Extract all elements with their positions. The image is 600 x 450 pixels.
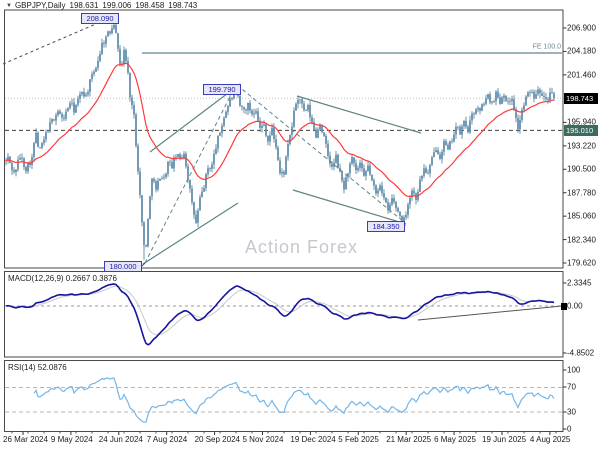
rsi-axis-label: 100 xyxy=(567,365,581,375)
price-axis-label: 185.060 xyxy=(567,211,596,221)
price-annotation-199[interactable]: 199.790 xyxy=(203,84,241,95)
price-axis-label: 193.220 xyxy=(567,141,596,151)
date-axis-label: 5 Feb 2025 xyxy=(338,435,379,444)
rsi-pane[interactable] xyxy=(4,360,564,432)
price-axis-label: 182.340 xyxy=(567,235,596,245)
candle-bodies xyxy=(5,24,555,247)
rsi-indicator-label: RSI(14) 52.0876 xyxy=(8,363,67,372)
date-axis-label: 9 May 2024 xyxy=(50,435,93,444)
ohlc-low: 198.458 xyxy=(135,1,165,10)
price-axis-label: 179.620 xyxy=(567,258,596,268)
rsi-line xyxy=(33,377,555,423)
macd-axis-label: 2.3345 xyxy=(567,278,592,288)
macd-current-value-marker xyxy=(561,303,567,310)
date-axis-label: 19 Dec 2024 xyxy=(290,435,336,444)
macd-axis-label: 0.00 xyxy=(567,301,583,311)
annotation-connector xyxy=(141,262,146,267)
price-axis-label: 204.180 xyxy=(567,46,596,56)
price-axis-label: 187.780 xyxy=(567,188,596,198)
date-axis-label: 26 Mar 2024 xyxy=(3,435,48,444)
candle-wicks xyxy=(5,17,555,260)
price-axis-label: 190.500 xyxy=(567,164,596,174)
date-axis-label: 21 Mar 2025 xyxy=(386,435,432,444)
date-axis-label: 24 Jun 2024 xyxy=(98,435,143,444)
date-axis-label: 7 Aug 2024 xyxy=(146,435,188,444)
main-chart-pane[interactable] xyxy=(4,9,564,269)
trendline-5[interactable] xyxy=(296,95,422,134)
current-price-tag: 198.743 xyxy=(564,92,598,104)
macd-pane[interactable] xyxy=(4,271,564,358)
trendline-1[interactable] xyxy=(144,84,237,264)
rsi-axis-label: 30 xyxy=(567,407,576,417)
trendline-0[interactable] xyxy=(2,16,113,65)
symbol-period-label: GBPJPY,Daily xyxy=(14,1,66,10)
date-axis-label: 5 Nov 2024 xyxy=(242,435,284,444)
price-axis-label: 195.940 xyxy=(567,117,596,127)
macd-axis-label: -4.8502 xyxy=(567,348,595,358)
support-level-tag: 195.010 xyxy=(564,124,598,136)
date-axis-label: 4 Aug 2025 xyxy=(529,435,571,444)
trendline-6[interactable] xyxy=(292,189,407,225)
date-axis-label: 19 Jun 2025 xyxy=(482,435,527,444)
rsi-axis-label: 70 xyxy=(567,382,576,392)
ohlc-high: 199.006 xyxy=(102,1,132,10)
price-annotation-184[interactable]: 184.350 xyxy=(367,221,405,232)
price-axis-label: 206.900 xyxy=(567,23,596,33)
date-axis-label: 6 May 2025 xyxy=(434,435,476,444)
rsi-axis-label: 0 xyxy=(567,424,572,434)
ohlc-close: 198.743 xyxy=(168,1,198,10)
trendline-4[interactable] xyxy=(236,84,405,223)
moving-average-line xyxy=(5,62,555,198)
trendline-7[interactable] xyxy=(417,305,563,321)
date-axis-label: 20 Sep 2024 xyxy=(194,435,240,444)
macd-main-line xyxy=(5,283,555,346)
macd-signal-line xyxy=(5,285,555,336)
trendline-2[interactable] xyxy=(149,83,241,153)
chevron-down-icon[interactable]: ▼ xyxy=(6,3,12,9)
price-axis-label: 201.460 xyxy=(567,70,596,80)
fib-extension-label[interactable]: FE 100.0 xyxy=(532,43,561,51)
macd-indicator-label: MACD(12,26,9) 0.2667 0.3876 xyxy=(8,274,117,283)
price-annotation-208[interactable]: 208.090 xyxy=(81,13,119,24)
chart-title: ▼ GBPJPY,Daily 198.631 199.006 198.458 198.74… xyxy=(6,1,201,10)
trendline-3[interactable] xyxy=(142,202,239,265)
ohlc-open: 198.631 xyxy=(69,1,99,10)
watermark: Action Forex xyxy=(245,237,359,257)
price-annotation-180[interactable]: 180.000 xyxy=(104,261,142,272)
